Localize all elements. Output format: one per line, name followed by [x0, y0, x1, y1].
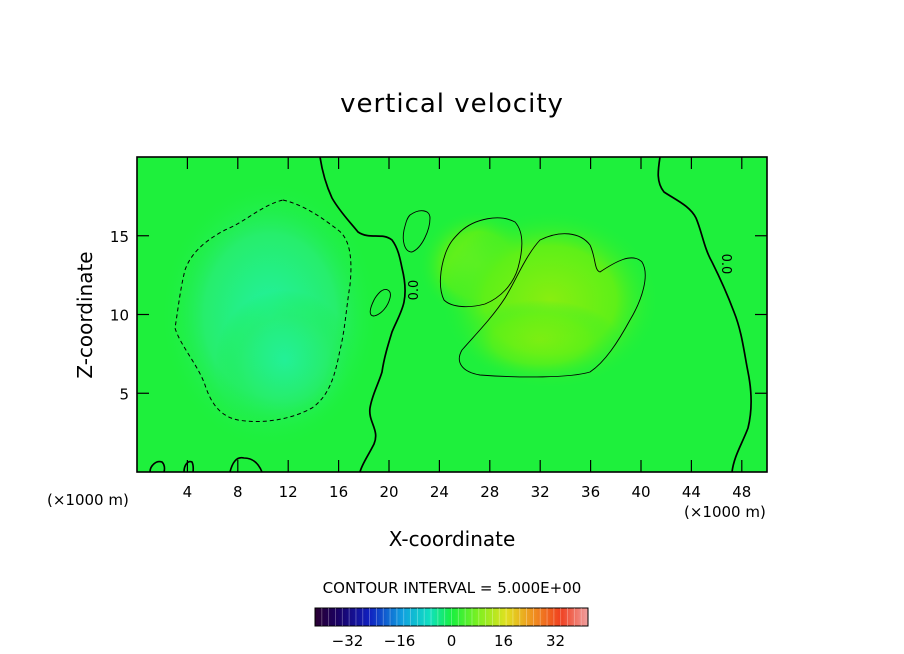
x-tick-label: 20: [379, 483, 398, 501]
x-tick-label: 28: [480, 483, 499, 501]
contour-zero-left: [319, 157, 406, 472]
x-axis-label: X-coordinate: [389, 527, 516, 551]
x-tick-label: 4: [183, 483, 193, 501]
contour-interval-text: CONTOUR INTERVAL = 5.000E+00: [323, 579, 582, 597]
contour-positive-2: [458, 233, 646, 378]
chart-title: vertical velocity: [340, 89, 564, 119]
x-tick-label: 24: [430, 483, 449, 501]
contour-negative: [174, 199, 352, 422]
contour-zero-blob-1: [149, 460, 166, 472]
x-unit-label-left: (×1000 m): [47, 491, 129, 509]
contour-zero-right: [657, 157, 752, 472]
y-axis: 5 10 15: [110, 228, 767, 403]
contour-positive-1: [439, 217, 523, 308]
colorbar-ticks: −32 −16 0 16 32: [332, 632, 565, 650]
y-tick-label: 15: [110, 228, 129, 246]
colorbar-tick-label: 0: [447, 632, 457, 650]
colorbar-tick-label: 16: [494, 632, 513, 650]
x-tick-label: 48: [732, 483, 751, 501]
contour-zero-blob-3: [229, 456, 263, 472]
x-tick-label: 36: [581, 483, 600, 501]
contour-label: 0.0: [718, 254, 733, 275]
x-tick-label: 40: [631, 483, 650, 501]
colorbar: [314, 607, 589, 627]
heatmap-field: [137, 157, 767, 472]
contour-positive-3: [402, 210, 431, 253]
x-tick-label: 44: [682, 483, 701, 501]
x-axis: 4 8 12 16 20 24 28 32 36 40 44 48: [183, 157, 751, 501]
y-tick-label: 10: [110, 307, 129, 325]
x-tick-label: 8: [233, 483, 243, 501]
y-tick-label: 5: [119, 385, 129, 403]
x-tick-label: 32: [531, 483, 550, 501]
y-axis-label: Z-coordinate: [73, 251, 97, 378]
colorbar-tick-label: −16: [384, 632, 416, 650]
x-tick-label: 16: [329, 483, 348, 501]
contour-label: 0.0: [407, 280, 422, 301]
x-unit-label-right: (×1000 m): [684, 503, 766, 521]
contour-zero-blob-2: [183, 460, 195, 472]
colorbar-tick-label: 32: [546, 632, 565, 650]
x-tick-label: 12: [279, 483, 298, 501]
colorbar-tick-label: −32: [332, 632, 364, 650]
contour-positive-4: [369, 289, 391, 317]
colorbar-stripes: [321, 608, 582, 626]
